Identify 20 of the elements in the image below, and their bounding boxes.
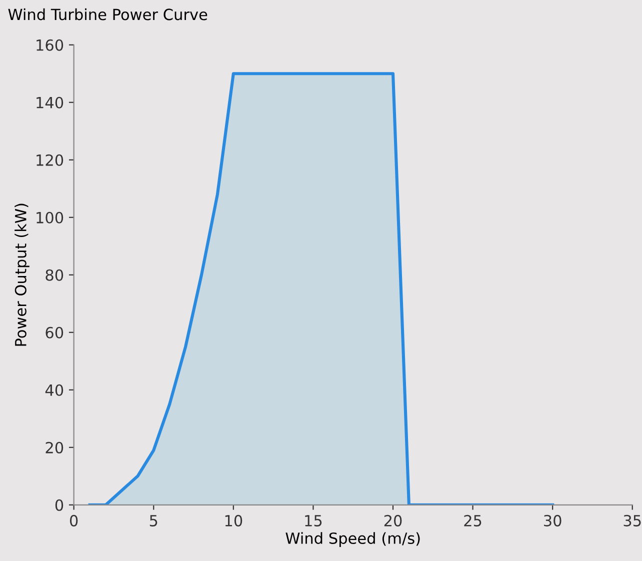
x-tick-label: 15 (305, 515, 322, 526)
x-tick-label: 25 (464, 514, 482, 526)
y-tick-label: 120 (36, 154, 64, 166)
y-tick-label: 0 (55, 499, 64, 511)
x-axis-title: Wind Speed (m/s) (286, 532, 420, 547)
x-tick-label: 10 (225, 514, 242, 526)
y-tick-label: 160 (36, 39, 64, 51)
y-axis-title: Power Output (kW) (14, 204, 30, 346)
x-tick-label: 0 (70, 514, 78, 526)
y-tick-label: 20 (46, 442, 64, 454)
x-tick-label: 30 (544, 514, 562, 526)
x-tick-label: 20 (384, 514, 402, 526)
x-tick-label: 35 (624, 514, 641, 526)
y-tick-label: 140 (36, 96, 64, 108)
y-tick-label: 60 (46, 326, 64, 338)
chart-title: Wind Turbine Power Curve (8, 8, 208, 20)
y-tick-label: 40 (45, 384, 64, 396)
y-tick-label: 100 (36, 212, 64, 224)
y-tick-label: 80 (46, 269, 64, 281)
x-tick-label: 5 (150, 515, 158, 526)
